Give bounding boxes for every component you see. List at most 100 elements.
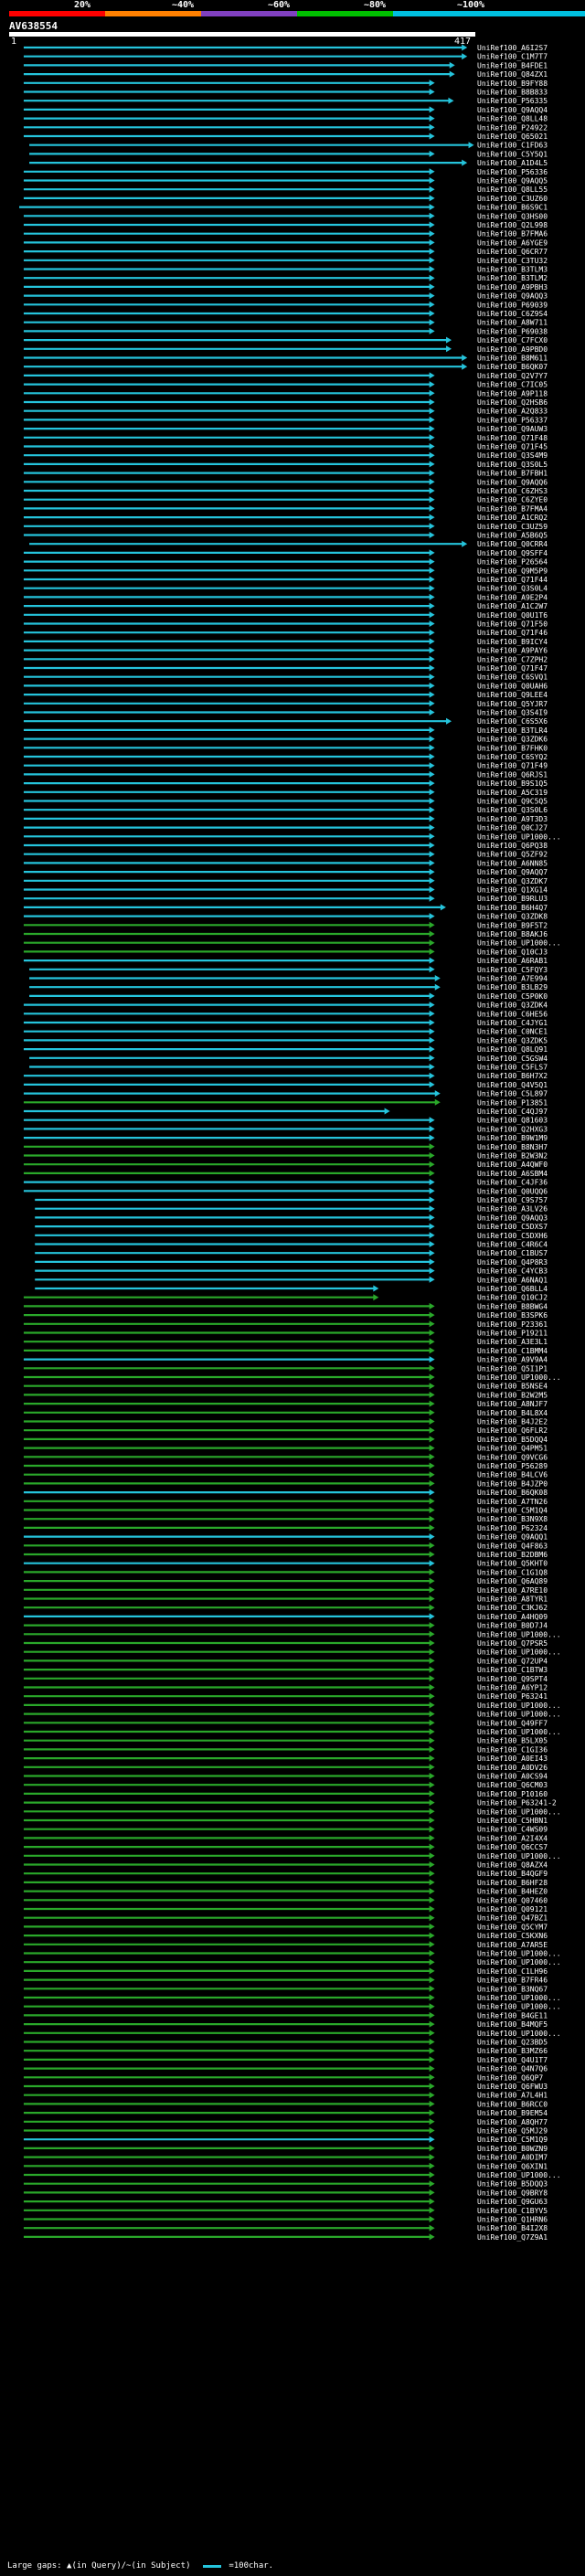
hit-label[interactable]: UniRef100_UP1000... [477, 1994, 561, 2002]
hit-label[interactable]: UniRef100_A0EI43 [477, 1754, 548, 1763]
hit-label[interactable]: UniRef100_UP1000... [477, 1701, 561, 1710]
hit-label[interactable]: UniRef100_Q1XG14 [477, 886, 548, 895]
hit-label[interactable]: UniRef100_B9S1Q5 [477, 779, 548, 788]
hit-label[interactable]: UniRef100_C5HBN1 [477, 1817, 548, 1825]
hit-label[interactable]: UniRef100_P56336 [477, 168, 548, 176]
hit-label[interactable]: UniRef100_C6S5X6 [477, 717, 548, 726]
hit-label[interactable]: UniRef100_Q7Z9A1 [477, 2233, 548, 2242]
hit-label[interactable]: UniRef100_Q9AQQ3 [477, 292, 548, 301]
hit-label[interactable]: UniRef100_Q6FLR2 [477, 1426, 548, 1435]
hit-label[interactable]: UniRef100_Q4N7Q6 [477, 2065, 548, 2073]
hit-label[interactable]: UniRef100_C5Y5Q1 [477, 150, 548, 158]
hit-label[interactable]: UniRef100_B4GE11 [477, 2011, 548, 2019]
hit-label[interactable]: UniRef100_Q2L998 [477, 221, 548, 229]
hit-label[interactable]: UniRef100_C5DXH6 [477, 1232, 548, 1240]
hit-label[interactable]: UniRef100_A6YP12 [477, 1684, 548, 1692]
hit-label[interactable]: UniRef100_UP1000... [477, 2171, 561, 2179]
hit-label[interactable]: UniRef100_UP1000... [477, 1728, 561, 1736]
hit-label[interactable]: UniRef100_A4QWF0 [477, 1161, 548, 1169]
hit-label[interactable]: UniRef100_A3E3L1 [477, 1338, 548, 1346]
hit-label[interactable]: UniRef100_P26564 [477, 558, 548, 567]
hit-label[interactable]: UniRef100_Q07460 [477, 1896, 548, 1904]
hit-label[interactable]: UniRef100_A8TYR1 [477, 1595, 548, 1604]
hit-label[interactable]: UniRef100_P13851 [477, 1098, 548, 1107]
hit-label[interactable]: UniRef100_B7FMA6 [477, 230, 548, 239]
hit-label[interactable]: UniRef100_UP1000... [477, 939, 561, 948]
hit-label[interactable]: UniRef100_Q9SPT4 [477, 1675, 548, 1683]
hit-label[interactable]: UniRef100_B4FDE1 [477, 61, 548, 69]
hit-label[interactable]: UniRef100_UP1000... [477, 2030, 561, 2038]
hit-label[interactable]: UniRef100_C1GI36 [477, 1745, 548, 1754]
hit-label[interactable]: UniRef100_Q9AQQ5 [477, 177, 548, 186]
hit-label[interactable]: UniRef100_A0DIM7 [477, 2154, 548, 2162]
hit-label[interactable]: UniRef100_A9PBD0 [477, 345, 548, 354]
hit-label[interactable]: UniRef100_B4L8X4 [477, 1409, 548, 1417]
hit-label[interactable]: UniRef100_C6SYQ2 [477, 753, 548, 761]
hit-label[interactable]: UniRef100_Q9LEE4 [477, 691, 548, 699]
hit-label[interactable]: UniRef100_Q3S4M9 [477, 451, 548, 460]
hit-label[interactable]: UniRef100_C1BYV5 [477, 2207, 548, 2215]
hit-label[interactable]: UniRef100_P56335 [477, 97, 548, 105]
hit-label[interactable]: UniRef100_Q1HRN6 [477, 2216, 548, 2224]
hit-label[interactable]: UniRef100_Q9AQQ7 [477, 868, 548, 876]
hit-label[interactable]: UniRef100_UP1000... [477, 1711, 561, 1719]
hit-label[interactable]: UniRef100_Q65021 [477, 133, 548, 141]
hit-label[interactable]: UniRef100_C7FCX0 [477, 336, 548, 345]
hit-label[interactable]: UniRef100_C5M1Q4 [477, 1507, 548, 1515]
hit-label[interactable]: UniRef100_B5DQQ3 [477, 2180, 548, 2189]
hit-label[interactable]: UniRef100_A9V9A4 [477, 1356, 548, 1364]
hit-label[interactable]: UniRef100_UP1000... [477, 1373, 561, 1382]
hit-label[interactable]: UniRef100_A7TN26 [477, 1498, 548, 1506]
hit-label[interactable]: UniRef100_A7L4H1 [477, 2092, 548, 2100]
hit-label[interactable]: UniRef100_A8W711 [477, 319, 548, 327]
hit-label[interactable]: UniRef100_Q84ZX1 [477, 70, 548, 79]
hit-label[interactable]: UniRef100_Q8LQ91 [477, 1045, 548, 1054]
hit-label[interactable]: UniRef100_Q2HSB6 [477, 398, 548, 407]
hit-label[interactable]: UniRef100_Q71F46 [477, 629, 548, 637]
hit-label[interactable]: UniRef100_B4J2E2 [477, 1418, 548, 1426]
hit-label[interactable]: UniRef100_C5FLS7 [477, 1064, 548, 1072]
hit-label[interactable]: UniRef100_B2W2M5 [477, 1391, 548, 1399]
hit-label[interactable]: UniRef100_A4HQ09 [477, 1613, 548, 1621]
hit-label[interactable]: UniRef100_B6QK07 [477, 363, 548, 371]
hit-label[interactable]: UniRef100_Q5KHT0 [477, 1560, 548, 1568]
hit-label[interactable]: UniRef100_Q10CJ2 [477, 1294, 548, 1302]
hit-label[interactable]: UniRef100_Q3ZDK6 [477, 736, 548, 744]
hit-label[interactable]: UniRef100_A6RAB1 [477, 957, 548, 965]
hit-label[interactable]: UniRef100_A9T3D3 [477, 815, 548, 823]
hit-label[interactable]: UniRef100_C1M7T7 [477, 53, 548, 61]
hit-label[interactable]: UniRef100_C5DXS7 [477, 1223, 548, 1231]
hit-label[interactable]: UniRef100_P56289 [477, 1462, 548, 1470]
hit-label[interactable]: UniRef100_Q0UAH6 [477, 682, 548, 690]
hit-label[interactable]: UniRef100_Q3S0L5 [477, 461, 548, 469]
hit-label[interactable]: UniRef100_Q6CM03 [477, 1781, 548, 1789]
hit-label[interactable]: UniRef100_UP1000... [477, 1648, 561, 1657]
hit-label[interactable]: UniRef100_C6Z9S4 [477, 310, 548, 318]
hit-label[interactable]: UniRef100_Q6QP7 [477, 2073, 543, 2082]
hit-label[interactable]: UniRef100_A7E994 [477, 975, 548, 983]
hit-label[interactable]: UniRef100_Q49FF7 [477, 1719, 548, 1727]
hit-label[interactable]: UniRef100_B9RLU3 [477, 895, 548, 903]
hit-label[interactable]: UniRef100_C3UZ59 [477, 523, 548, 531]
hit-label[interactable]: UniRef100_C6SVQ1 [477, 673, 548, 682]
hit-label[interactable]: UniRef100_UP1000... [477, 1807, 561, 1816]
hit-label[interactable]: UniRef100_Q9AUW3 [477, 425, 548, 433]
hit-label[interactable]: UniRef100_UP1000... [477, 832, 561, 841]
hit-label[interactable]: UniRef100_P23361 [477, 1320, 548, 1329]
hit-label[interactable]: UniRef100_C5GSW4 [477, 1055, 548, 1063]
hit-label[interactable]: UniRef100_Q71F48 [477, 434, 548, 442]
hit-label[interactable]: UniRef100_B4MQF5 [477, 2020, 548, 2029]
hit-label[interactable]: UniRef100_C3KJ62 [477, 1604, 548, 1612]
hit-label[interactable]: UniRef100_P10160 [477, 1790, 548, 1798]
hit-label[interactable]: UniRef100_C4JF36 [477, 1179, 548, 1187]
hit-label[interactable]: UniRef100_A7RE10 [477, 1586, 548, 1595]
hit-label[interactable]: UniRef100_Q6AQ89 [477, 1577, 548, 1585]
hit-label[interactable]: UniRef100_Q71F47 [477, 664, 548, 673]
hit-label[interactable]: UniRef100_A7AR5E [477, 1941, 548, 1949]
hit-label[interactable]: UniRef100_B5LX05 [477, 1737, 548, 1745]
hit-label[interactable]: UniRef100_B4JZP0 [477, 1479, 548, 1488]
hit-label[interactable]: UniRef100_Q4U1T7 [477, 2056, 548, 2064]
hit-label[interactable]: UniRef100_A9P118 [477, 389, 548, 398]
hit-label[interactable]: UniRef100_UP1000... [477, 1852, 561, 1860]
hit-label[interactable]: UniRef100_Q6CR77 [477, 248, 548, 256]
